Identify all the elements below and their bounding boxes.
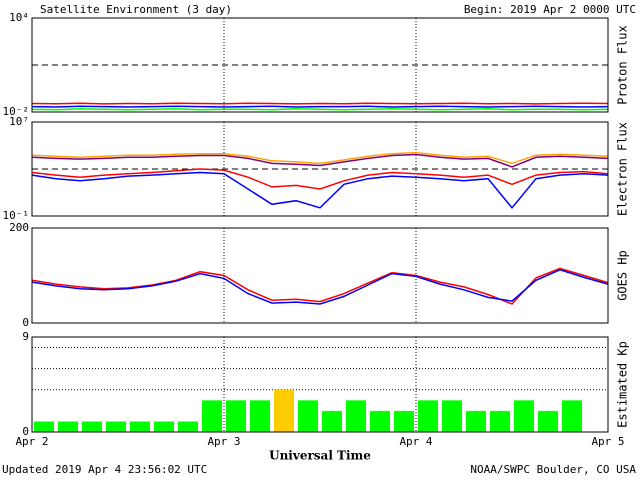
series-line bbox=[31, 108, 609, 111]
begin-time: Begin: 2019 Apr 2 0000 UTC bbox=[464, 3, 636, 16]
kp-bar bbox=[154, 421, 174, 432]
kp-bar bbox=[250, 400, 270, 432]
x-tick-label: Apr 3 bbox=[207, 435, 240, 448]
x-tick-label: Apr 2 bbox=[15, 435, 48, 448]
kp-bar bbox=[202, 400, 222, 432]
kp-bar bbox=[538, 410, 558, 432]
y-axis-label: Estimated Kp bbox=[616, 341, 630, 428]
kp-bar bbox=[274, 389, 294, 432]
series-line bbox=[31, 268, 609, 305]
series-line bbox=[31, 153, 609, 168]
kp-bar bbox=[490, 410, 510, 432]
y-tick-label: 0 bbox=[22, 316, 29, 329]
panel-frame bbox=[31, 336, 609, 433]
kp-bar bbox=[322, 410, 342, 432]
series-line bbox=[31, 168, 609, 190]
panel-frame bbox=[31, 121, 609, 217]
kp-bar bbox=[58, 421, 78, 432]
series-line bbox=[31, 151, 609, 165]
y-tick-label: 9 bbox=[22, 330, 29, 343]
kp-bar bbox=[298, 400, 318, 432]
y-axis-label: Electron Flux bbox=[616, 122, 630, 216]
series-line bbox=[31, 105, 609, 108]
kp-bar bbox=[178, 421, 198, 432]
y-axis-label: Proton Flux bbox=[616, 25, 630, 104]
updated-time: Updated 2019 Apr 4 23:56:02 UTC bbox=[2, 463, 207, 476]
kp-bar bbox=[82, 421, 102, 432]
source: NOAA/SWPC Boulder, CO USA bbox=[470, 463, 636, 476]
x-axis-label: Universal Time bbox=[269, 449, 371, 463]
kp-bar bbox=[34, 421, 54, 432]
y-tick-label: 0 bbox=[22, 425, 29, 438]
chart-title: Satellite Environment (3 day) bbox=[40, 3, 232, 16]
kp-bar bbox=[346, 400, 366, 432]
kp-bar bbox=[130, 421, 150, 432]
kp-bar bbox=[106, 421, 126, 432]
kp-bar bbox=[466, 410, 486, 432]
kp-bar bbox=[418, 400, 438, 432]
y-tick-label: 10⁻¹ bbox=[3, 209, 30, 222]
kp-bar bbox=[562, 400, 582, 432]
panel-frame bbox=[31, 17, 609, 113]
y-axis-label: GOES Hp bbox=[616, 250, 630, 301]
x-tick-label: Apr 4 bbox=[399, 435, 432, 448]
series-line bbox=[31, 171, 609, 209]
y-tick-label: 10⁴ bbox=[9, 11, 29, 24]
kp-bar bbox=[394, 410, 414, 432]
y-tick-label: 10⁷ bbox=[9, 115, 29, 128]
x-tick-label: Apr 5 bbox=[591, 435, 624, 448]
series-line bbox=[31, 102, 609, 105]
kp-bar bbox=[514, 400, 534, 432]
kp-bar bbox=[226, 400, 246, 432]
kp-bar bbox=[370, 410, 390, 432]
y-tick-label: 10⁻² bbox=[3, 105, 30, 118]
kp-bar bbox=[442, 400, 462, 432]
series-line bbox=[31, 267, 609, 305]
panel-frame bbox=[31, 227, 609, 324]
y-tick-label: 200 bbox=[9, 221, 29, 234]
